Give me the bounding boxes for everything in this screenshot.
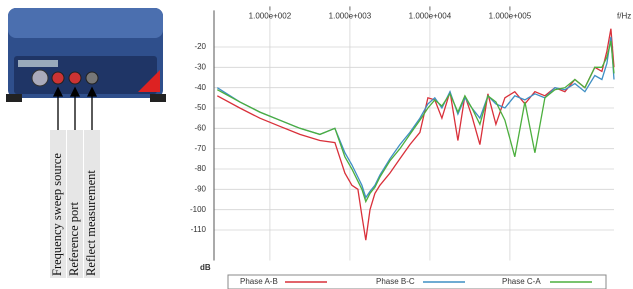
device-label: Reference port <box>67 202 81 276</box>
y-tick-label: -50 <box>194 103 206 112</box>
y-tick-label: -60 <box>194 123 206 132</box>
device-label: Frequency sweep source <box>50 153 64 276</box>
y-tick-label: -20 <box>194 42 206 51</box>
y-tick-label: -40 <box>194 83 206 92</box>
y-tick-label: -100 <box>190 205 207 214</box>
x-tick-label: 1.000e+002 <box>249 12 292 21</box>
y-tick-label: -90 <box>194 184 206 193</box>
plot-area <box>214 10 614 260</box>
y-tick-label: -30 <box>194 62 206 71</box>
legend-box <box>228 275 606 289</box>
y-tick-label: -110 <box>191 225 207 234</box>
legend-label: Phase A-B <box>240 277 278 286</box>
x-tick-label: 1.000e+004 <box>409 12 452 21</box>
y-tick-label: -70 <box>194 144 206 153</box>
device-photo <box>6 8 166 102</box>
x-tick-label: 1.000e+005 <box>489 12 532 21</box>
arrows <box>54 88 96 130</box>
legend-label: Phase B-C <box>376 277 415 286</box>
x-axis-label: f/Hz <box>617 12 631 21</box>
device-label: Reflect measurement <box>84 170 98 276</box>
x-tick-label: 1.000e+003 <box>329 12 372 21</box>
y-axis-label: dB <box>200 263 211 272</box>
y-tick-label: -80 <box>194 164 206 173</box>
figure: Frequency sweep sourceReference portRefl… <box>0 0 633 289</box>
legend-label: Phase C-A <box>502 277 541 286</box>
